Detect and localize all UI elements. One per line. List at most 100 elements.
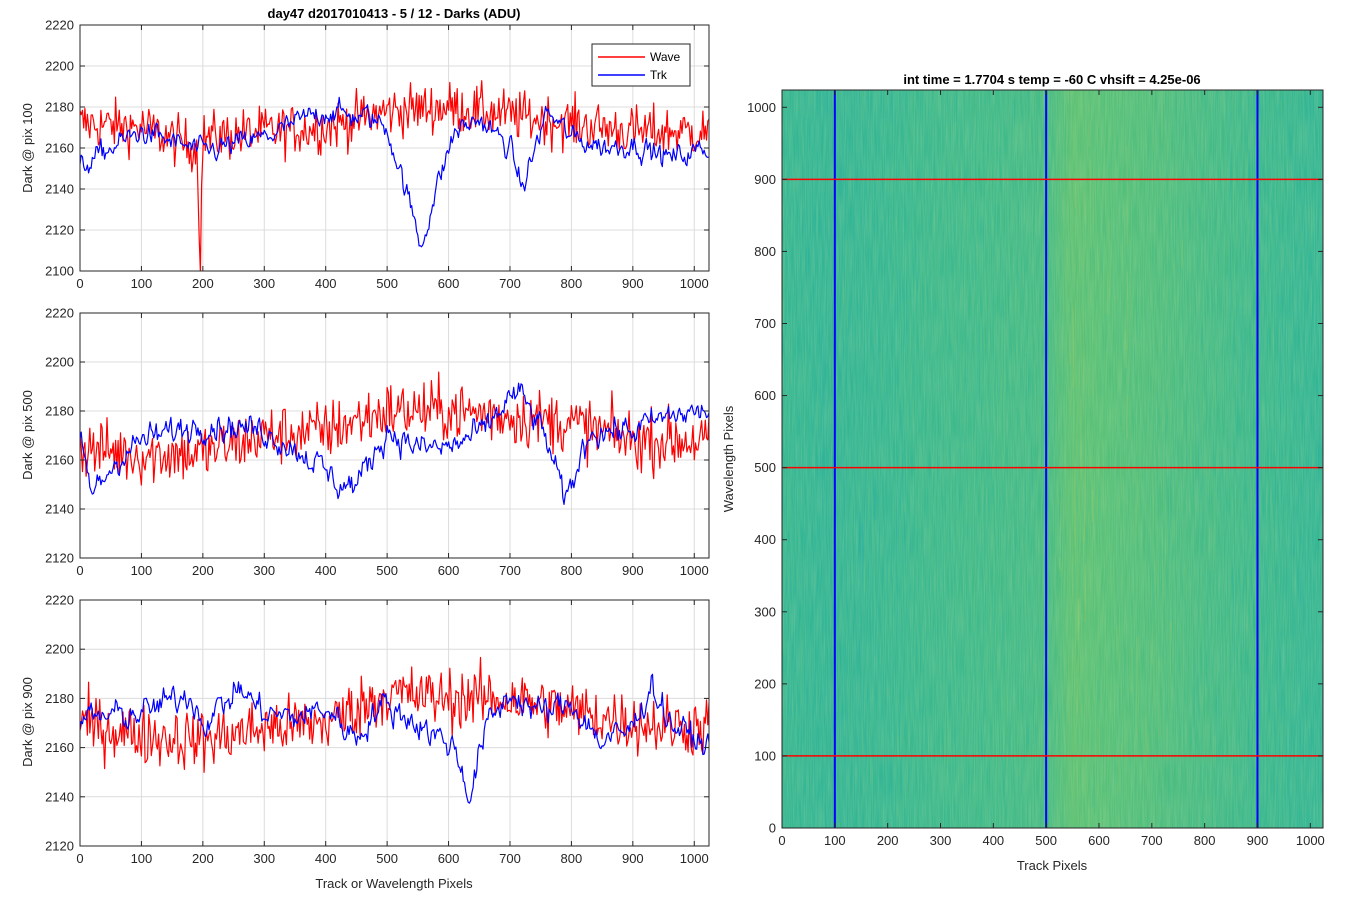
legend-box xyxy=(591,43,691,87)
x-tick-label: 100 xyxy=(131,851,153,866)
y-axis-label: Wavelength Pixels xyxy=(721,405,736,512)
series-line-trk xyxy=(80,673,709,804)
x-tick-label: 400 xyxy=(315,851,337,866)
series-line-wave xyxy=(80,656,709,773)
y-tick-label: 2220 xyxy=(45,306,74,321)
y-tick-label: 2200 xyxy=(45,59,74,74)
y-tick-label: 0 xyxy=(769,821,776,836)
plot-area xyxy=(80,600,709,846)
y-tick-label: 2120 xyxy=(45,223,74,238)
series-line-trk xyxy=(80,382,709,505)
x-tick-label: 700 xyxy=(499,276,521,291)
y-tick-label: 2200 xyxy=(45,355,74,370)
x-tick-label: 500 xyxy=(376,276,398,291)
x-axis-label: Track Pixels xyxy=(1017,858,1088,873)
dark-frame-heatmap-panel: 0 100 200 300 400 500 600 700 800 900 1000 0 100 200 3… xyxy=(721,72,1325,873)
x-tick-label: 1000 xyxy=(680,851,709,866)
y-tick-label: 400 xyxy=(754,532,776,547)
series-line-wave xyxy=(80,371,709,486)
y-tick-label: 2180 xyxy=(45,404,74,419)
x-tick-label: 200 xyxy=(192,563,214,578)
axes-frame xyxy=(79,599,710,847)
x-tick-label: 100 xyxy=(824,833,846,848)
x-tick-label: 900 xyxy=(622,851,644,866)
x-tick-label: 500 xyxy=(1035,833,1057,848)
x-tick-label: 600 xyxy=(1088,833,1110,848)
x-tick-label: 900 xyxy=(622,563,644,578)
y-tick-label: 500 xyxy=(754,460,776,475)
x-tick-label: 800 xyxy=(561,563,583,578)
x-tick-label: 1000 xyxy=(680,563,709,578)
y-tick-label: 200 xyxy=(754,676,776,691)
x-tick-label: 0 xyxy=(76,276,83,291)
y-tick-label: 2120 xyxy=(45,839,74,854)
y-tick-label: 800 xyxy=(754,244,776,259)
x-tick-label: 400 xyxy=(982,833,1004,848)
x-tick-label: 300 xyxy=(253,563,275,578)
y-tick-label: 2220 xyxy=(45,18,74,33)
y-tick-label: 2180 xyxy=(45,100,74,115)
y-tick-label: 700 xyxy=(754,316,776,331)
heatmap-layer: 0 100 200 300 400 500 600 700 800 900 1000 0 100 200 3… xyxy=(747,89,1325,848)
y-tick-label: 100 xyxy=(754,748,776,763)
y-axis-label: Dark @ pix 500 xyxy=(20,390,35,480)
x-tick-label: 900 xyxy=(622,276,644,291)
y-tick-label: 2100 xyxy=(45,264,74,279)
legend: Wave Trk xyxy=(591,43,691,87)
axes-frame xyxy=(79,24,710,272)
plot-layer: 0 100 200 300 400 500 600 700 800 900 1000 2120 2140… xyxy=(45,306,710,578)
legend-trk-label: Trk xyxy=(650,68,668,82)
x-tick-label: 600 xyxy=(438,276,460,291)
dark-pix-500-panel: 0 100 200 300 400 500 600 700 800 900 1000 2120 2140… xyxy=(20,306,710,578)
y-tick-label: 900 xyxy=(754,172,776,187)
x-tick-label: 200 xyxy=(877,833,899,848)
y-axis-label: Dark @ pix 900 xyxy=(20,677,35,767)
y-tick-label: 2140 xyxy=(45,182,74,197)
x-tick-label: 0 xyxy=(76,563,83,578)
y-axis-label: Dark @ pix 100 xyxy=(20,103,35,193)
x-tick-label: 300 xyxy=(930,833,952,848)
x-tick-label: 300 xyxy=(253,276,275,291)
y-tick-label: 2200 xyxy=(45,642,74,657)
x-tick-label: 100 xyxy=(131,563,153,578)
x-tick-label: 900 xyxy=(1247,833,1269,848)
x-tick-label: 700 xyxy=(499,563,521,578)
dark-pix-900-panel: 0 100 200 300 400 500 600 700 800 900 1000 2120 2140… xyxy=(20,593,710,891)
x-tick-label: 500 xyxy=(376,851,398,866)
heatmap-title: int time = 1.7704 s temp = -60 C vhsift … xyxy=(903,72,1200,87)
x-tick-label: 200 xyxy=(192,851,214,866)
x-tick-label: 1000 xyxy=(680,276,709,291)
y-tick-label: 2140 xyxy=(45,789,74,804)
x-tick-label: 1000 xyxy=(1296,833,1325,848)
x-tick-label: 300 xyxy=(253,851,275,866)
y-tick-label: 2160 xyxy=(45,453,74,468)
series-line-wave xyxy=(80,80,709,271)
x-tick-label: 400 xyxy=(315,276,337,291)
x-tick-label: 600 xyxy=(438,563,460,578)
y-tick-label: 600 xyxy=(754,388,776,403)
x-tick-label: 500 xyxy=(376,563,398,578)
plot-layer: 0 100 200 300 400 500 600 700 800 900 1000 2120 2140… xyxy=(45,593,710,866)
legend-wave-label: Wave xyxy=(650,50,681,64)
x-tick-label: 800 xyxy=(1194,833,1216,848)
heatmap-noise xyxy=(782,90,1323,828)
y-tick-label: 2220 xyxy=(45,593,74,608)
y-tick-label: 1000 xyxy=(747,100,776,115)
y-tick-label: 2160 xyxy=(45,740,74,755)
x-axis-label: Track or Wavelength Pixels xyxy=(315,876,473,891)
y-tick-label: 2160 xyxy=(45,141,74,156)
x-tick-label: 400 xyxy=(315,563,337,578)
axes-frame xyxy=(79,312,710,559)
x-tick-label: 0 xyxy=(778,833,785,848)
series-line-trk xyxy=(80,96,709,248)
x-tick-label: 800 xyxy=(561,276,583,291)
panel-title: day47 d2017010413 - 5 / 12 - Darks (ADU) xyxy=(268,6,521,21)
x-tick-label: 800 xyxy=(561,851,583,866)
x-tick-label: 0 xyxy=(76,851,83,866)
x-tick-label: 200 xyxy=(192,276,214,291)
x-tick-label: 100 xyxy=(131,276,153,291)
x-tick-label: 700 xyxy=(499,851,521,866)
y-tick-label: 2120 xyxy=(45,551,74,566)
x-tick-label: 600 xyxy=(438,851,460,866)
axes-frame xyxy=(781,89,1324,829)
